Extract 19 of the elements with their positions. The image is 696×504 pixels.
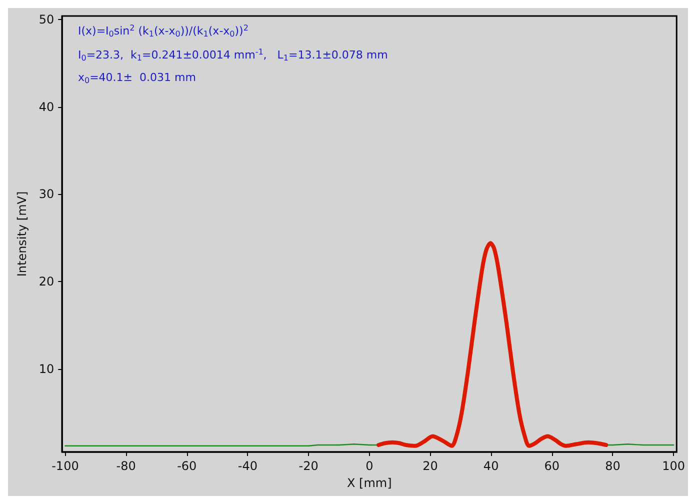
x-tick-label: 80 [605,459,620,473]
x-tick-label: -40 [238,459,258,473]
y-tick-label: 20 [38,274,54,289]
y-tick-label: 40 [38,100,54,114]
x-tick-label: 100 [662,459,686,473]
x-tick-label: -80 [116,459,136,473]
y-tick-label: 50 [38,12,54,26]
y-axis-title: Intensity [mV] [15,191,29,277]
x-tick-label: -100 [52,459,79,473]
x-tick-label: 20 [422,459,438,473]
line-series [376,241,608,448]
x-axis-title: X [mm] [347,476,392,490]
y-tick-label: 10 [38,362,54,376]
y-tick-label: 30 [38,187,54,202]
x-tick-label: 60 [544,459,560,473]
x-tick-label: 0 [366,459,374,473]
x-tick-label: -60 [177,459,197,473]
x-tick-label: -20 [298,459,318,473]
x-tick-label: 40 [483,459,499,473]
